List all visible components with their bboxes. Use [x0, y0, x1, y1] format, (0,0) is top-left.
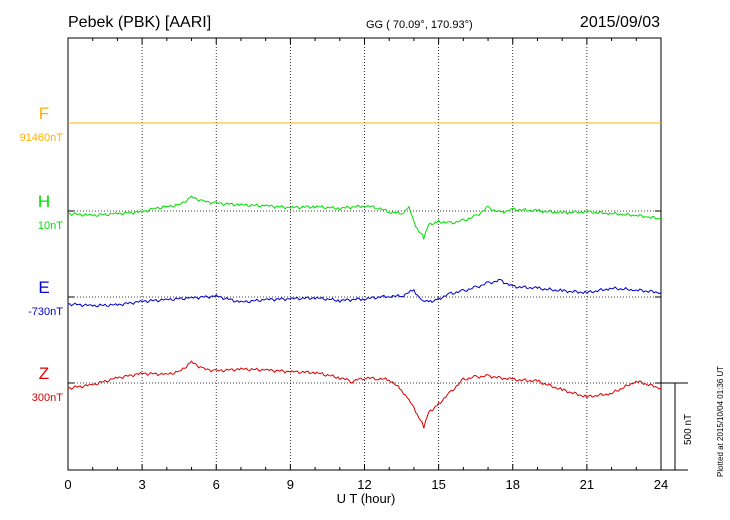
- x-tick-label: 9: [287, 477, 294, 492]
- series-name-f: F: [39, 104, 49, 123]
- x-tick-label: 15: [431, 477, 445, 492]
- x-tick-label: 6: [213, 477, 220, 492]
- x-axis-label: U T (hour): [337, 491, 396, 506]
- series-lines: [67, 122, 662, 429]
- series-line-e: [67, 279, 662, 308]
- plotted-timestamp: Plotted at 2015/10/04 01:36 UT: [716, 366, 725, 477]
- series-name-h: H: [38, 192, 50, 211]
- grid: [68, 38, 661, 470]
- series-line-z: [67, 360, 662, 429]
- date-label: 2015/09/03: [580, 14, 660, 31]
- x-tick-label: 0: [64, 477, 71, 492]
- x-tick-label: 3: [139, 477, 146, 492]
- baseline-value-e: -730nT: [28, 306, 63, 318]
- scale-bar: 500 nT: [661, 382, 694, 471]
- x-tick-label: 24: [654, 477, 668, 492]
- coordinates-label: GG ( 70.09°, 170.93°): [366, 19, 473, 31]
- baseline-value-f: 91460nT: [20, 132, 64, 144]
- series-line-h: [67, 195, 662, 241]
- x-tick-label: 21: [580, 477, 594, 492]
- x-tick-label: 12: [357, 477, 371, 492]
- series-name-e: E: [38, 278, 49, 297]
- baseline-value-h: 10nT: [38, 220, 63, 232]
- baseline-value-z: 300nT: [32, 392, 63, 404]
- x-tick-label: 18: [506, 477, 520, 492]
- scale-bar-label: 500 nT: [683, 414, 694, 445]
- series-name-z: Z: [39, 364, 49, 383]
- x-axis-ticks: 0 3 6 9 12 15 18 21 24: [64, 38, 668, 492]
- series-labels: F 91460nT H 10nT E -730nT Z 300nT: [20, 104, 64, 404]
- station-title: Pebek (PBK) [AARI]: [68, 14, 211, 31]
